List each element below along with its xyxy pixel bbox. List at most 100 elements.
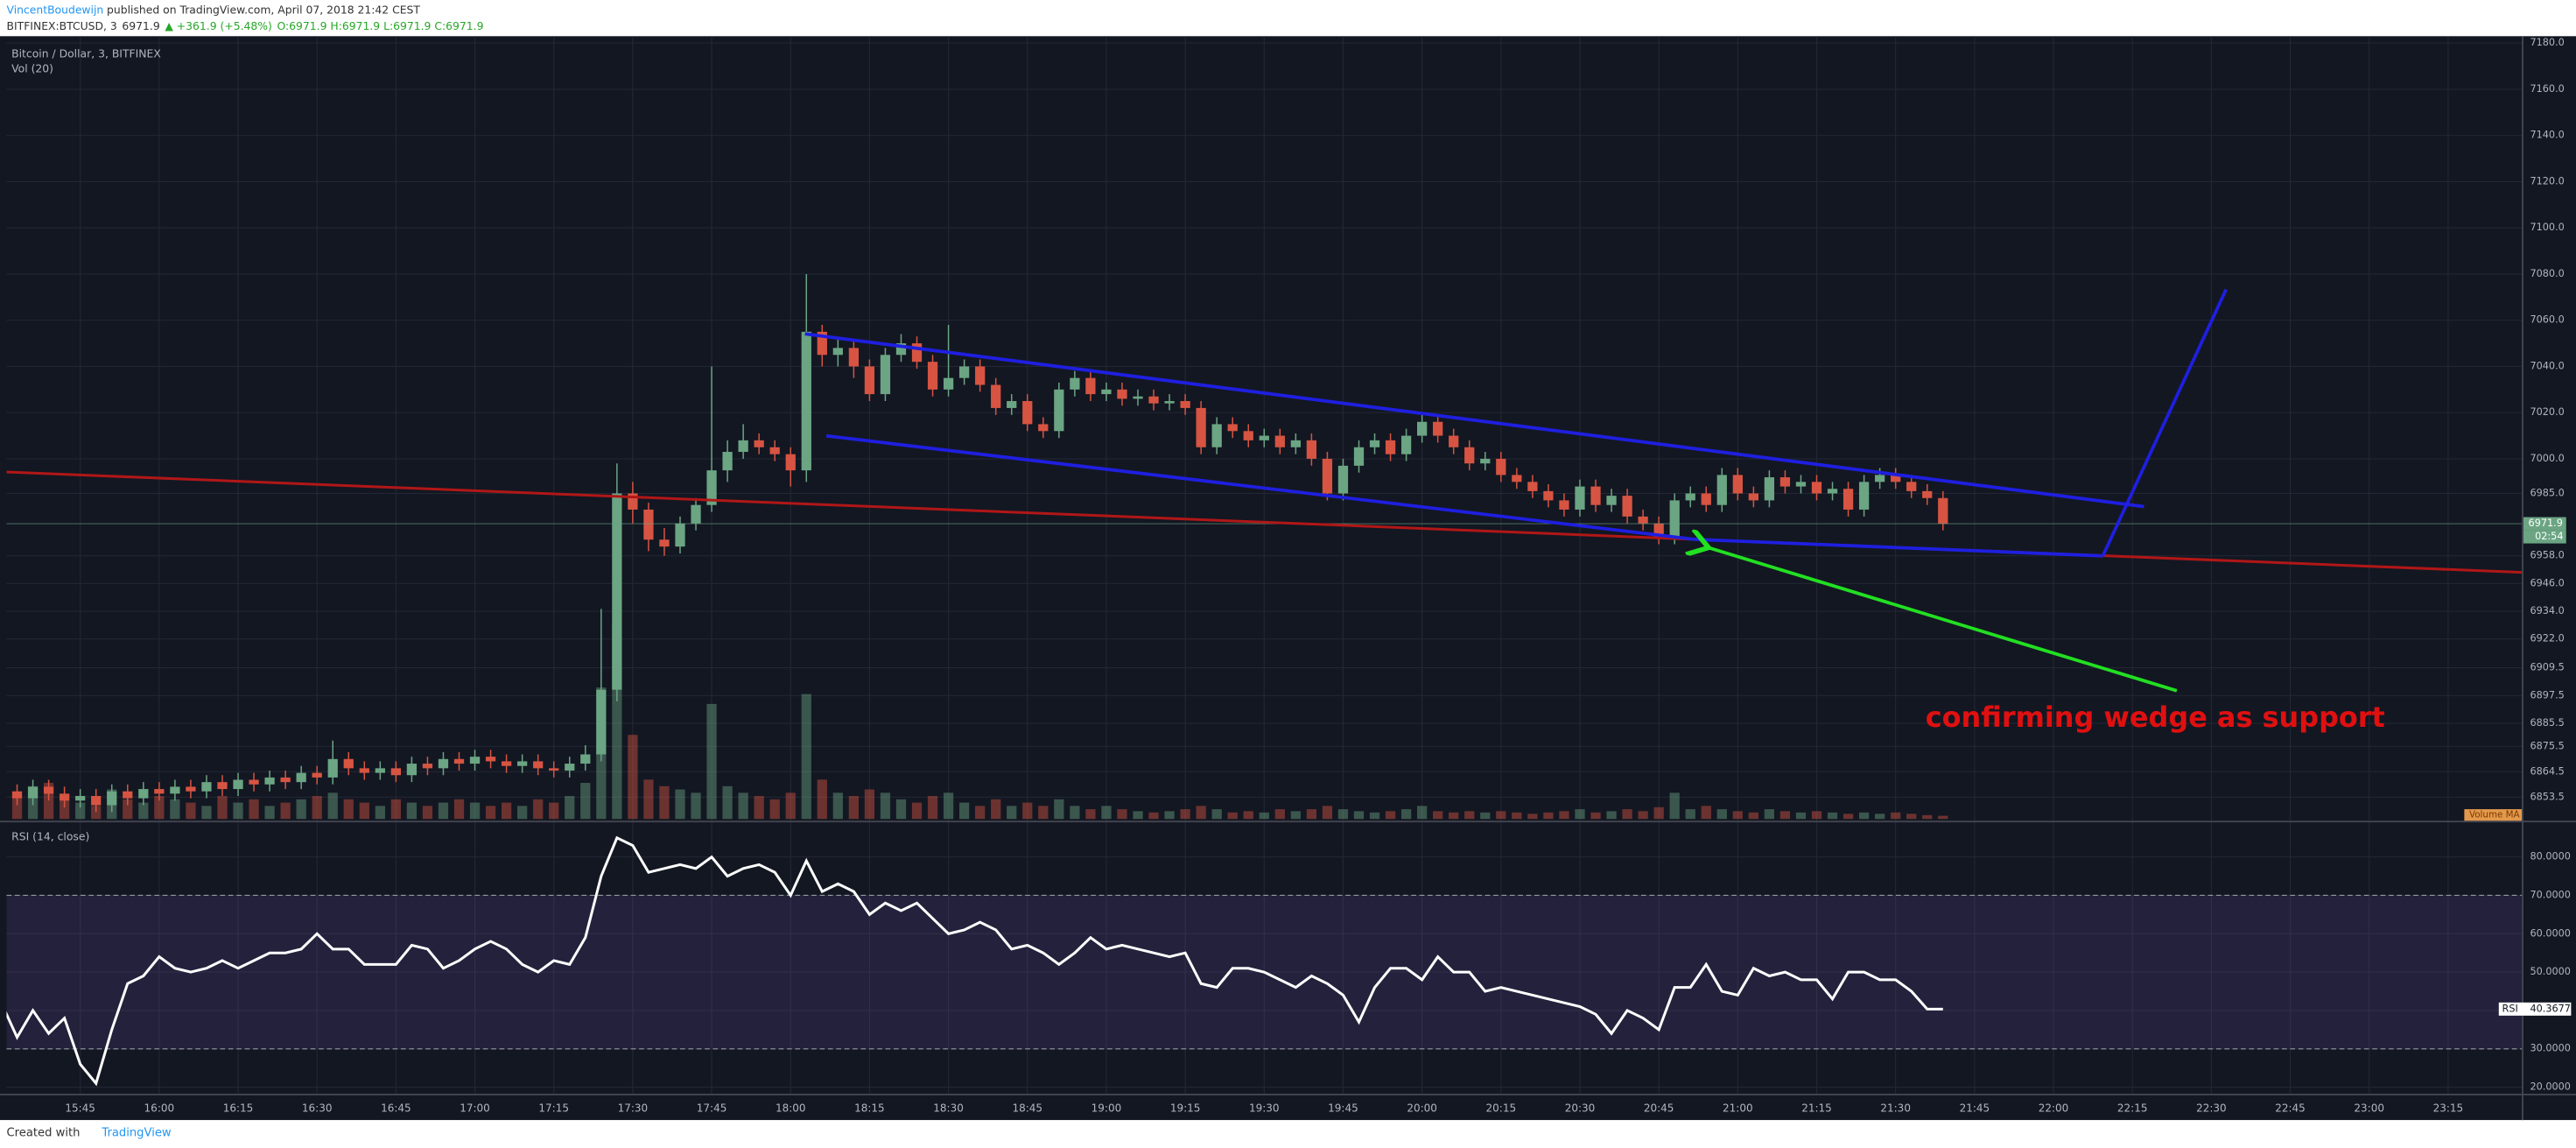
volume-bar: [1701, 806, 1711, 820]
volume-bar: [1054, 799, 1064, 820]
volume-bar: [1843, 813, 1854, 820]
candle-body: [580, 754, 591, 764]
volume-bar: [580, 783, 591, 820]
volume-bar: [1180, 809, 1190, 820]
candle-body: [958, 366, 970, 378]
volume-bar: [264, 806, 275, 820]
candle-body: [1653, 523, 1664, 538]
arrow: [1709, 547, 2178, 693]
volume-bar: [1732, 811, 1743, 820]
volume-bar: [1274, 809, 1285, 820]
candle-body: [549, 768, 559, 771]
candle-body: [1196, 407, 1206, 447]
x-tick-label: 18:30: [933, 1102, 964, 1114]
volume-ma-box: [2464, 809, 2523, 821]
volume-bar: [1875, 813, 1885, 820]
volume-bar: [706, 703, 717, 820]
volume-bar: [327, 792, 338, 820]
x-tick-label: 19:30: [1249, 1102, 1280, 1114]
candle-body: [170, 786, 180, 794]
candle-body: [1054, 389, 1064, 432]
x-tick-label: 16:30: [302, 1102, 333, 1114]
y-tick-label: 7020.0: [2530, 406, 2564, 418]
candle-body: [296, 772, 306, 783]
candle-body: [1938, 497, 1948, 525]
volume-bar: [485, 806, 496, 820]
volume-bar: [390, 799, 401, 820]
candle-body: [375, 768, 385, 773]
wedge-upper: [804, 332, 2144, 509]
candle-body: [1085, 377, 1096, 395]
volume-bar: [1449, 812, 1459, 820]
candle-body: [565, 764, 575, 771]
volume-label: Vol (20): [11, 61, 53, 74]
volume-bar: [312, 796, 322, 820]
volume-bar: [453, 799, 465, 820]
candle-body: [1180, 401, 1190, 408]
volume-bar: [659, 785, 670, 820]
candle-body: [1369, 440, 1380, 447]
candle-body: [991, 384, 1001, 408]
published: published on TradingView.com, April 07, …: [107, 3, 420, 16]
volume-bar: [1211, 809, 1222, 820]
candle-body: [1543, 490, 1554, 501]
x-tick-label: 16:45: [381, 1102, 411, 1114]
candle-body: [1512, 475, 1522, 482]
volume-bar: [880, 792, 891, 820]
x-tick-label: 21:30: [1880, 1102, 1911, 1114]
rsi-line: [6, 835, 1943, 1087]
x-tick-label: 22:00: [2039, 1102, 2069, 1114]
y-tick-label: 7160.0: [2530, 83, 2564, 95]
y-tick-label: 6885.5: [2530, 717, 2564, 729]
volume-bar: [123, 799, 133, 820]
annotation: confirming wedge as support: [1926, 701, 2385, 734]
rsi-last-label: 40.3677: [2530, 1003, 2571, 1014]
rsi-tick-label: 80.0000: [2530, 851, 2571, 863]
volume-bar: [1433, 811, 1443, 820]
candle-body: [517, 761, 528, 766]
candle-body: [280, 777, 291, 783]
volume-bar: [1669, 792, 1680, 820]
volume-bar: [1290, 811, 1301, 820]
candle-body: [1685, 493, 1695, 501]
candle-body: [817, 331, 827, 356]
chart-title: Bitcoin / Dollar, 3, BITFINEX: [11, 46, 161, 60]
candle-body: [312, 772, 322, 778]
volume-bar: [1400, 809, 1412, 820]
volume-bar: [1038, 806, 1049, 820]
volume-bar: [1196, 806, 1206, 820]
volume-bar: [817, 779, 827, 820]
y-tick-label: 6934.0: [2530, 605, 2564, 616]
candle-body: [501, 761, 512, 766]
candle-body: [895, 343, 907, 356]
y-tick-label: 6946.0: [2530, 577, 2564, 588]
volume-bar: [1133, 811, 1143, 820]
candle-body: [1400, 435, 1412, 454]
candle-body: [217, 782, 228, 790]
volume-bar: [1322, 806, 1333, 820]
header-line: VincentBoudewijn published on TradingView…: [7, 3, 421, 16]
candle-body: [469, 757, 481, 764]
projection-line: [2101, 288, 2228, 557]
candle-body: [1449, 435, 1459, 447]
volume-bar: [359, 802, 369, 820]
volume-bar: [1858, 812, 1870, 820]
candle-body: [975, 366, 986, 385]
x-tick-label: 18:15: [854, 1102, 885, 1114]
y-tick-label: 7080.0: [2530, 268, 2564, 279]
candle-body: [138, 789, 149, 799]
candle-body: [943, 377, 954, 390]
volume-bar: [1716, 809, 1727, 820]
volume-bar: [75, 802, 86, 820]
candle-body: [1290, 440, 1301, 447]
candle-body: [785, 454, 796, 471]
y-tick-label: 6985.0: [2530, 487, 2564, 498]
candle-body: [1496, 458, 1506, 475]
volume-bar: [991, 799, 1001, 820]
volume-bar: [1085, 809, 1096, 820]
candle-body: [880, 355, 891, 395]
candle-body: [485, 757, 496, 762]
candle-body: [343, 758, 354, 769]
candle-body: [738, 440, 748, 453]
